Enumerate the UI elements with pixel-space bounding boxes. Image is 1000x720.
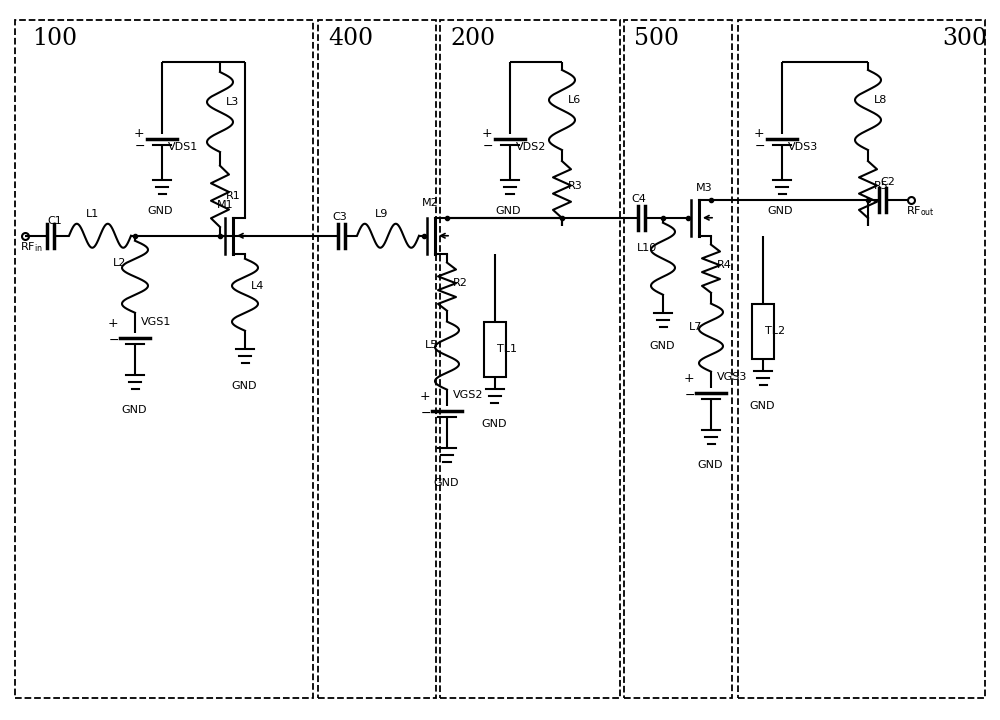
- Text: +: +: [134, 127, 145, 140]
- Text: GND: GND: [433, 477, 458, 487]
- Text: L1: L1: [86, 209, 99, 219]
- Text: M2: M2: [422, 198, 439, 208]
- Text: R3: R3: [568, 181, 583, 191]
- Text: L3: L3: [226, 97, 239, 107]
- Text: GND: GND: [481, 418, 506, 428]
- Text: +: +: [420, 390, 431, 402]
- Text: GND: GND: [749, 400, 775, 410]
- Text: GND: GND: [231, 381, 256, 391]
- Text: L8: L8: [874, 95, 887, 105]
- Text: 200: 200: [450, 27, 495, 50]
- Text: M1: M1: [217, 199, 234, 210]
- Text: 300: 300: [942, 27, 987, 50]
- Text: +: +: [482, 127, 493, 140]
- Text: −: −: [685, 389, 696, 402]
- Bar: [752, 304, 774, 359]
- Text: GND: GND: [121, 405, 146, 415]
- Bar: [738, 20, 985, 698]
- Text: R4: R4: [717, 260, 732, 269]
- Bar: [318, 20, 436, 698]
- Text: GND: GND: [697, 459, 723, 469]
- Text: R2: R2: [453, 278, 468, 287]
- Text: C4: C4: [631, 194, 646, 204]
- Text: GND: GND: [495, 206, 520, 216]
- Text: +: +: [108, 317, 119, 330]
- Text: VGS3: VGS3: [717, 372, 747, 382]
- Bar: [15, 20, 313, 698]
- Text: C2: C2: [880, 176, 895, 186]
- Text: −: −: [421, 407, 432, 420]
- Text: 400: 400: [328, 27, 373, 50]
- Text: R1: R1: [226, 191, 241, 201]
- Text: C1: C1: [47, 216, 62, 226]
- Text: L2: L2: [113, 258, 126, 268]
- Text: −: −: [483, 140, 494, 153]
- Text: −: −: [109, 334, 120, 347]
- Text: L5: L5: [425, 340, 438, 350]
- Text: 500: 500: [634, 27, 679, 50]
- Text: L6: L6: [568, 95, 581, 105]
- Text: TL2: TL2: [765, 325, 785, 336]
- Text: −: −: [755, 140, 766, 153]
- Text: 100: 100: [32, 27, 77, 50]
- Text: GND: GND: [767, 206, 792, 216]
- Text: −: −: [135, 140, 146, 153]
- Text: R5: R5: [874, 181, 889, 191]
- Bar: [440, 20, 620, 698]
- Text: VGS2: VGS2: [453, 390, 483, 400]
- Text: GND: GND: [147, 206, 173, 216]
- Text: RF$_{\rm in}$: RF$_{\rm in}$: [20, 240, 43, 253]
- Bar: [484, 322, 506, 377]
- Text: L9: L9: [375, 209, 388, 219]
- Text: +: +: [754, 127, 765, 140]
- Text: L4: L4: [251, 281, 264, 291]
- Text: L7: L7: [689, 322, 702, 332]
- Text: GND: GND: [649, 341, 674, 351]
- Text: VDS1: VDS1: [168, 142, 198, 152]
- Text: RF$_{\rm out}$: RF$_{\rm out}$: [906, 204, 935, 217]
- Text: VDS2: VDS2: [516, 142, 546, 152]
- Text: TL1: TL1: [497, 343, 517, 354]
- Text: M3: M3: [696, 183, 713, 193]
- Bar: [624, 20, 732, 698]
- Text: C3: C3: [332, 212, 347, 222]
- Text: +: +: [684, 372, 695, 384]
- Text: VGS1: VGS1: [141, 317, 171, 327]
- Text: VDS3: VDS3: [788, 142, 818, 152]
- Text: L10: L10: [637, 243, 657, 253]
